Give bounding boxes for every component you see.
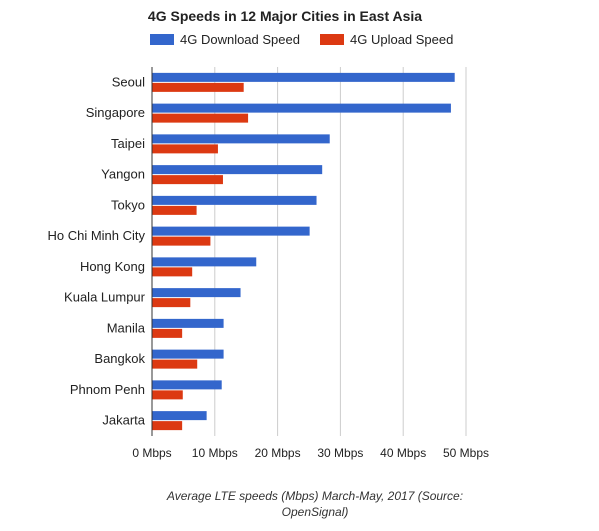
legend-label-download: 4G Download Speed (180, 32, 300, 47)
bar-upload (152, 390, 183, 400)
bar-download (152, 318, 224, 328)
bar-upload (152, 144, 218, 154)
category-label: Ho Chi Minh City (47, 228, 145, 243)
category-label: Kuala Lumpur (64, 290, 146, 305)
bar-download (152, 288, 241, 298)
bar-upload (152, 298, 191, 308)
bar-upload (152, 421, 183, 431)
bar-download (152, 72, 455, 82)
x-tick-label: 40 Mbps (380, 446, 426, 460)
bar-download (152, 257, 257, 267)
category-label: Tokyo (111, 197, 145, 212)
bar-chart-plot: 0 Mbps 10 Mbps 20 Mbps 30 Mbps 40 Mbps 50 Mbp… (47, 67, 489, 460)
chart-title: 4G Speeds in 12 Major Cities in East Asi… (147, 8, 423, 24)
category-label: Phnom Penh (70, 382, 145, 397)
x-tick-label: 30 Mbps (317, 446, 363, 460)
bar-download (152, 349, 224, 359)
bar-download (152, 134, 330, 144)
x-tick-label: 10 Mbps (192, 446, 238, 460)
category-label: Taipei (111, 136, 145, 151)
bar-download (152, 380, 222, 390)
bar-download (152, 165, 323, 175)
bar-upload (152, 359, 198, 369)
chart-caption: Average LTE speeds (Mbps) March-May, 201… (166, 489, 464, 519)
bar-upload (152, 328, 183, 338)
legend-swatch-download (150, 34, 174, 45)
x-tick-label: 0 Mbps (132, 446, 171, 460)
legend: 4G Download Speed 4G Upload Speed (0, 32, 599, 48)
category-label: Manila (107, 320, 146, 335)
x-tick-label: 20 Mbps (255, 446, 301, 460)
x-tick-label: 50 Mbps (443, 446, 489, 460)
bar-upload (152, 82, 244, 92)
legend-item-download: 4G Download Speed (150, 32, 300, 47)
category-label: Jakarta (102, 413, 145, 428)
bar-download (152, 103, 451, 113)
bar-upload (152, 175, 223, 185)
legend-item-upload: 4G Upload Speed (320, 32, 453, 47)
legend-label-upload: 4G Upload Speed (350, 32, 454, 47)
bar-upload (152, 205, 197, 215)
category-label: Yangon (101, 167, 145, 182)
bar-download (152, 195, 317, 205)
bar-download (152, 226, 310, 236)
legend-swatch-upload (320, 34, 344, 45)
category-label: Seoul (112, 74, 145, 89)
category-label: Hong Kong (80, 259, 145, 274)
category-label: Singapore (86, 105, 145, 120)
bar-upload (152, 267, 193, 277)
bar-upload (152, 236, 211, 246)
bar-upload (152, 113, 249, 123)
category-label: Bangkok (94, 351, 145, 366)
bar-download (152, 411, 207, 421)
